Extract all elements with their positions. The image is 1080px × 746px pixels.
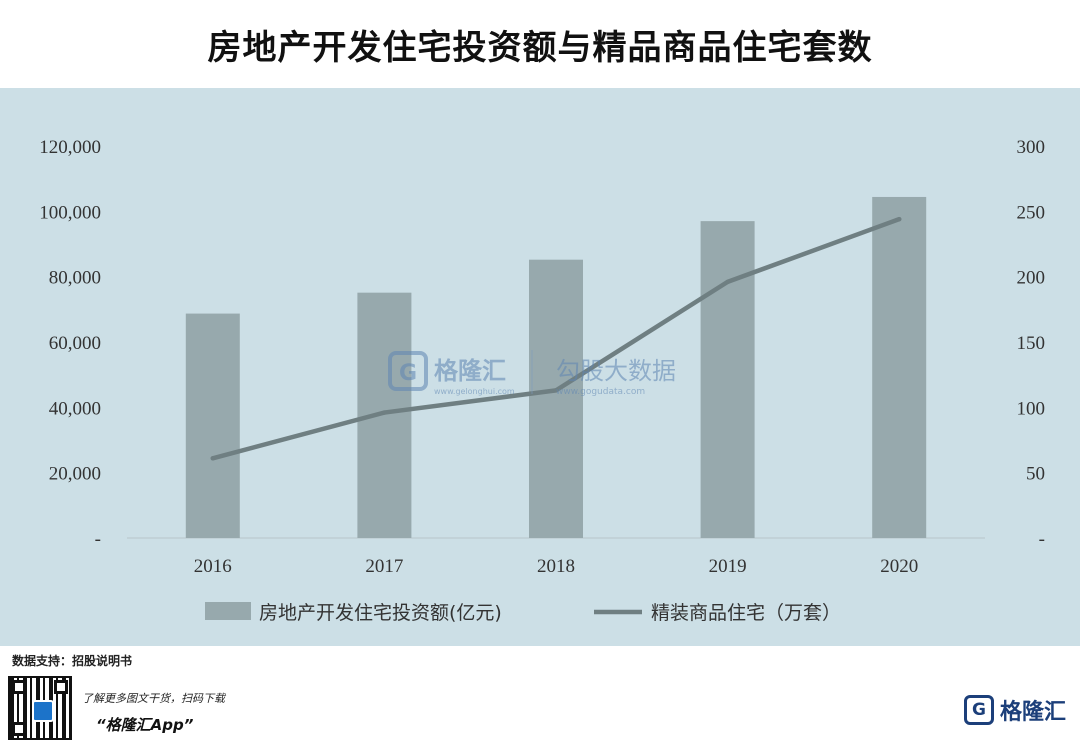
watermark-data: 勾股大数据 [556,357,676,385]
promo-app: “格隆汇App” [96,716,194,734]
y-right-tick-label: 150 [1017,333,1046,354]
line-point-finished-housing [725,279,730,285]
watermark: G 格隆汇 www.gelonghui.com 勾股大数据 www.goguda… [388,350,676,397]
x-tick-label: 2020 [880,556,918,577]
watermark-logo-letter: G [399,361,417,386]
y-left-tick-label: 120,000 [39,137,101,158]
x-tick-label: 2018 [537,556,575,577]
y-right-tick-label: 300 [1017,137,1046,158]
watermark-data-url: www.gogudata.com [556,387,645,397]
y-right-tick-label: 100 [1017,398,1046,419]
y-left-tick-label: 100,000 [39,202,101,223]
source-note: 数据支持：招股说明书 [12,654,133,668]
y-right-tick-label: - [1039,529,1045,550]
y-left-tick-label: 80,000 [49,268,101,289]
y-left-tick-label: - [95,529,101,550]
bar-investment [185,313,240,538]
x-tick-label: 2017 [365,556,403,577]
chart-title: 房地产开发住宅投资额与精品商品住宅套数 [207,27,873,68]
line-point-finished-housing [382,410,387,415]
brand-logo: G 格隆汇 [963,694,1066,726]
qr-code-icon [8,676,72,740]
bar-investment [529,259,583,538]
legend-label-bar: 房地产开发住宅投资额(亿元) [259,602,502,624]
y-left-tick-label: 20,000 [49,464,101,485]
line-point-finished-housing [897,216,902,222]
line-point-finished-housing [210,456,215,461]
bar-investment [872,196,927,538]
brand-name: 格隆汇 [999,700,1066,725]
y-right-tick-label: 250 [1017,202,1046,223]
watermark-logo-icon [388,351,428,391]
line-point-finished-housing [553,388,559,393]
brand-logo-icon: G [963,695,994,725]
promo-text: 了解更多图文干货，扫码下载 [82,692,225,705]
x-tick-label: 2016 [194,556,232,577]
y-right-tick-label: 200 [1017,268,1046,289]
y-left-tick-label: 60,000 [49,333,101,354]
legend-swatch-bar [205,602,251,620]
y-right-tick-label: 50 [1026,464,1045,485]
chart-panel: - 20,000 40,000 60,000 80,000 100,000 120,000 -… [0,88,1080,646]
footer: 数据支持：招股说明书 了解更多图文干货，扫码下载 “格隆汇App” G 格隆汇 [0,646,1080,746]
bar-investment [700,221,755,538]
watermark-brand-url: www.gelonghui.com [434,387,515,396]
legend-label-line: 精装商品住宅（万套） [651,602,841,624]
y-left-tick-label: 40,000 [49,398,101,419]
x-tick-label: 2019 [709,556,747,577]
combo-chart: - 20,000 40,000 60,000 80,000 100,000 120,000 -… [39,137,1046,624]
watermark-brand: 格隆汇 [434,357,506,385]
